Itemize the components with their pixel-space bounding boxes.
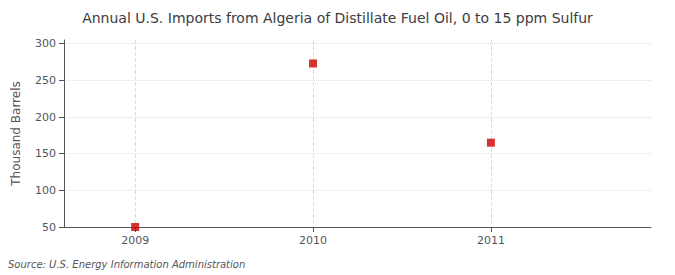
svg-text:Source: U.S. Energy Informatio: Source: U.S. Energy Information Administ…	[8, 259, 245, 270]
svg-text:100: 100	[35, 184, 56, 197]
svg-text:2009: 2009	[121, 234, 149, 247]
svg-text:50: 50	[42, 221, 56, 234]
svg-text:200: 200	[35, 111, 56, 124]
svg-text:150: 150	[35, 147, 56, 160]
svg-text:Thousand Barrels: Thousand Barrels	[9, 81, 23, 186]
svg-text:2011: 2011	[477, 234, 505, 247]
svg-text:2010: 2010	[299, 234, 327, 247]
svg-text:250: 250	[35, 74, 56, 87]
svg-text:Annual U.S. Imports from Alger: Annual U.S. Imports from Algeria of Dist…	[82, 10, 593, 26]
svg-text:300: 300	[35, 37, 56, 50]
